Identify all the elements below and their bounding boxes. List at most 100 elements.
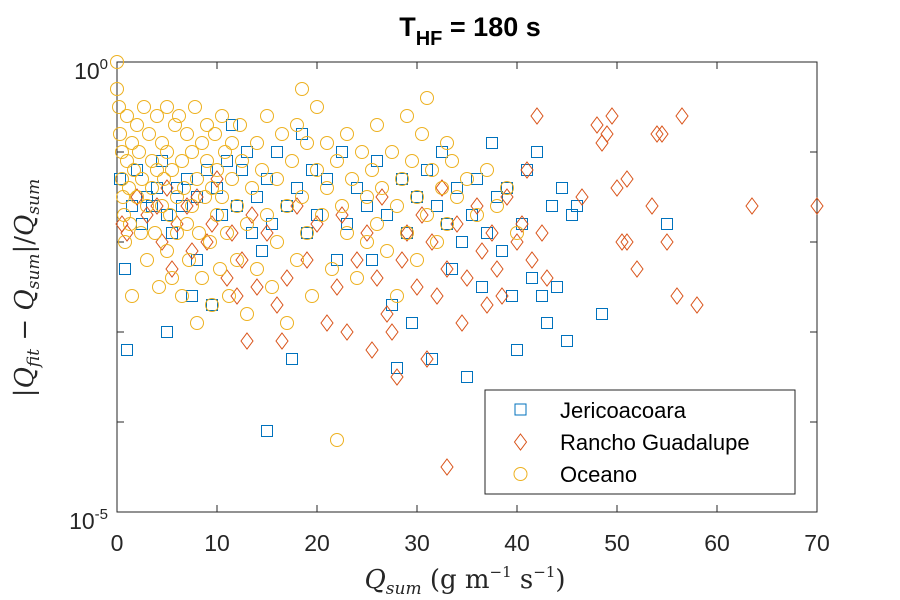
point-jericoacoara <box>461 371 473 383</box>
point-oceano <box>435 181 449 195</box>
point-rancho-guadalupe <box>415 206 429 224</box>
point-rancho-guadalupe <box>480 296 494 314</box>
point-oceano <box>165 163 179 177</box>
point-jericoacoara <box>441 218 453 230</box>
point-rancho-guadalupe <box>430 287 444 305</box>
point-oceano <box>300 226 314 240</box>
point-oceano <box>218 145 232 159</box>
point-oceano <box>132 145 146 159</box>
point-jericoacoara <box>491 191 503 203</box>
point-oceano <box>135 172 149 186</box>
axis-ticks <box>116 61 818 513</box>
point-jericoacoara <box>236 164 248 176</box>
point-rancho-guadalupe <box>535 224 549 242</box>
point-oceano <box>445 154 459 168</box>
point-oceano <box>195 271 209 285</box>
point-oceano <box>208 127 222 141</box>
point-oceano <box>215 109 229 123</box>
point-oceano <box>310 100 324 114</box>
point-rancho-guadalupe <box>200 233 214 251</box>
point-rancho-guadalupe <box>365 341 379 359</box>
point-oceano <box>320 136 334 150</box>
point-jericoacoara <box>119 263 131 275</box>
point-oceano <box>125 136 139 150</box>
point-jericoacoara <box>166 227 178 239</box>
point-jericoacoara <box>341 218 353 230</box>
point-oceano <box>450 190 464 204</box>
legend-marker-jericoacoara <box>514 403 527 416</box>
point-oceano <box>200 154 214 168</box>
point-oceano <box>134 226 148 240</box>
point-oceano <box>182 253 196 267</box>
point-rancho-guadalupe <box>165 260 179 278</box>
y-tick-label-top: 100 <box>74 56 108 84</box>
point-oceano <box>375 181 389 195</box>
point-rancho-guadalupe <box>440 260 454 278</box>
point-oceano <box>390 289 404 303</box>
point-oceano <box>222 289 236 303</box>
point-rancho-guadalupe <box>245 206 259 224</box>
point-rancho-guadalupe <box>400 224 414 242</box>
point-oceano <box>110 82 124 96</box>
point-oceano <box>210 208 224 222</box>
point-oceano <box>185 145 199 159</box>
x-tick-labels: 0 10 20 30 40 50 60 70 <box>111 530 830 556</box>
point-oceano <box>295 190 309 204</box>
point-oceano <box>148 226 162 240</box>
point-oceano <box>250 262 264 276</box>
point-jericoacoara <box>186 290 198 302</box>
point-oceano <box>127 163 141 177</box>
point-oceano <box>155 136 169 150</box>
point-oceano <box>425 163 439 177</box>
point-jericoacoara <box>501 182 513 194</box>
point-rancho-guadalupe <box>220 269 234 287</box>
point-jericoacoara <box>426 353 438 365</box>
point-jericoacoara <box>411 191 423 203</box>
point-oceano <box>190 172 204 186</box>
point-oceano <box>172 109 186 123</box>
point-rancho-guadalupe <box>500 188 514 206</box>
point-oceano <box>420 91 434 105</box>
point-oceano <box>160 244 174 258</box>
point-rancho-guadalupe <box>485 224 499 242</box>
point-oceano <box>163 208 177 222</box>
point-oceano <box>370 217 384 231</box>
point-oceano <box>113 127 127 141</box>
point-oceano <box>122 181 136 195</box>
point-rancho-guadalupe <box>590 116 604 134</box>
point-oceano <box>110 55 124 69</box>
point-oceano <box>123 217 137 231</box>
point-rancho-guadalupe <box>140 206 154 224</box>
point-jericoacoara <box>121 344 133 356</box>
point-oceano <box>188 100 202 114</box>
point-oceano <box>290 253 304 267</box>
point-rancho-guadalupe <box>540 269 554 287</box>
point-oceano <box>205 181 219 195</box>
point-jericoacoara <box>531 146 543 158</box>
point-oceano <box>115 145 129 159</box>
point-oceano <box>142 127 156 141</box>
point-rancho-guadalupe <box>380 305 394 323</box>
point-rancho-guadalupe <box>275 332 289 350</box>
point-oceano <box>180 127 194 141</box>
point-oceano <box>410 253 424 267</box>
point-rancho-guadalupe <box>650 125 664 143</box>
point-rancho-guadalupe <box>230 287 244 305</box>
point-jericoacoara <box>506 290 518 302</box>
point-rancho-guadalupe <box>435 179 449 197</box>
point-oceano <box>440 217 454 231</box>
point-oceano <box>500 181 514 195</box>
point-rancho-guadalupe <box>210 170 224 188</box>
point-oceano <box>400 226 414 240</box>
point-oceano <box>157 172 171 186</box>
point-oceano <box>137 100 151 114</box>
point-jericoacoara <box>391 362 403 374</box>
point-oceano <box>175 289 189 303</box>
x-tick-label: 50 <box>604 530 630 556</box>
point-rancho-guadalupe <box>350 251 364 269</box>
point-oceano <box>210 163 224 177</box>
point-rancho-guadalupe <box>250 278 264 296</box>
point-rancho-guadalupe <box>270 296 284 314</box>
point-jericoacoara <box>261 425 273 437</box>
